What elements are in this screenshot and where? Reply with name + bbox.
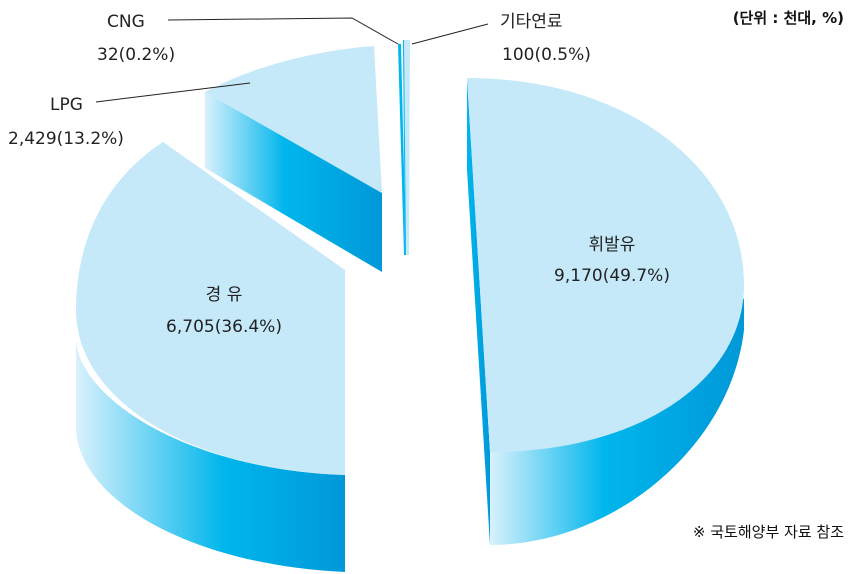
slice-other-fuel-edge <box>403 40 406 255</box>
source-note: ※ 국토해양부 자료 참조 <box>692 523 844 541</box>
label-cng-value: 32(0.2%) <box>97 45 175 65</box>
slice-cng-shape <box>398 44 406 255</box>
slice-gasoline-top <box>467 78 744 452</box>
label-gasoline-value: 9,170(49.7%) <box>554 266 670 286</box>
label-gasoline-name: 휘발유 <box>589 235 636 255</box>
leader-line-other-fuel <box>411 23 489 45</box>
label-lpg-name: LPG <box>50 95 83 115</box>
slice-gasoline-cut <box>467 78 490 545</box>
label-diesel-value: 6,705(36.4%) <box>166 317 282 337</box>
label-cng-name: CNG <box>107 12 145 32</box>
label-lpg-value: 2,429(13.2%) <box>8 129 124 149</box>
label-other-fuel-value: 100(0.5%) <box>502 45 591 65</box>
slice-gasoline <box>467 78 744 545</box>
slice-cng <box>398 44 406 255</box>
unit-label: (단위 : 천대, %) <box>732 9 844 27</box>
label-diesel-name: 경 유 <box>206 285 243 305</box>
slice-diesel-side <box>76 340 345 572</box>
label-other-fuel-name: 기타연료 <box>500 12 563 32</box>
slice-diesel <box>76 142 345 572</box>
leader-line-cng <box>167 17 399 45</box>
leader-line-lpg <box>95 82 251 103</box>
slice-other-fuel <box>403 40 410 255</box>
slice-diesel-top <box>76 142 345 475</box>
slice-lpg-side <box>205 92 382 272</box>
